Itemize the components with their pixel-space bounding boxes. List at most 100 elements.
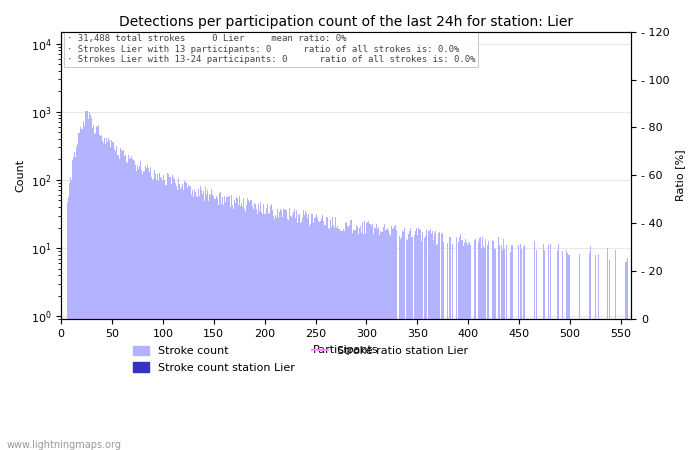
Bar <box>253 209 254 450</box>
Bar <box>142 174 143 450</box>
Bar <box>517 245 519 450</box>
Bar <box>439 232 440 450</box>
Bar <box>421 241 422 450</box>
Bar <box>162 180 163 450</box>
Bar <box>366 223 367 450</box>
Bar <box>185 182 186 450</box>
Bar <box>205 187 206 450</box>
Bar <box>394 225 395 450</box>
Bar <box>188 185 189 450</box>
Bar <box>256 209 257 450</box>
Bar <box>389 234 391 450</box>
Bar <box>385 230 386 450</box>
Bar <box>323 221 324 450</box>
Bar <box>89 112 90 450</box>
Bar <box>153 179 154 450</box>
Bar <box>429 231 430 450</box>
Title: Detections per participation count of the last 24h for station: Lier: Detections per participation count of th… <box>119 15 573 29</box>
Bar <box>380 230 382 450</box>
Bar <box>328 228 329 450</box>
Bar <box>342 229 344 450</box>
Bar <box>483 246 484 450</box>
Bar <box>238 205 239 450</box>
Bar <box>130 158 131 450</box>
Bar <box>367 222 368 450</box>
Bar <box>469 242 470 450</box>
Bar <box>183 181 185 450</box>
Bar <box>281 211 283 450</box>
Bar <box>216 196 217 450</box>
Bar <box>524 245 525 450</box>
Bar <box>369 224 370 450</box>
Bar <box>484 248 485 450</box>
Bar <box>303 211 304 450</box>
Bar <box>98 125 99 450</box>
Bar <box>261 212 262 450</box>
Bar <box>382 232 383 450</box>
Bar <box>200 185 201 450</box>
Bar <box>418 228 419 450</box>
Bar <box>192 190 193 450</box>
Bar <box>320 221 321 450</box>
Bar <box>265 214 266 450</box>
Bar <box>214 199 216 450</box>
Bar <box>590 246 591 450</box>
Bar <box>220 192 221 450</box>
Bar <box>357 227 358 450</box>
Bar <box>425 236 426 450</box>
Bar <box>294 209 295 450</box>
Bar <box>207 189 208 450</box>
Bar <box>465 238 466 450</box>
Bar <box>543 244 544 450</box>
Bar <box>139 166 140 450</box>
Bar <box>172 177 174 450</box>
Bar <box>202 194 203 450</box>
Bar <box>411 237 412 450</box>
Bar <box>194 189 195 450</box>
Y-axis label: Count: Count <box>15 159 25 192</box>
Bar <box>134 161 135 450</box>
Bar <box>544 250 545 450</box>
Bar <box>70 177 71 450</box>
Bar <box>433 240 434 450</box>
Bar <box>243 198 244 450</box>
Bar <box>523 247 524 450</box>
Bar <box>108 138 109 450</box>
Bar <box>521 248 522 450</box>
Bar <box>372 224 373 450</box>
Bar <box>232 209 234 450</box>
Bar <box>370 224 371 450</box>
Bar <box>203 191 204 450</box>
Bar <box>339 229 340 450</box>
Bar <box>374 228 375 450</box>
Bar <box>118 159 120 450</box>
Bar <box>187 188 188 450</box>
Bar <box>304 216 305 450</box>
Bar <box>351 233 353 450</box>
Bar <box>239 206 241 450</box>
Bar <box>160 177 161 450</box>
Bar <box>147 166 148 450</box>
Bar <box>568 256 570 450</box>
Bar <box>227 197 228 450</box>
Bar <box>99 135 100 450</box>
Bar <box>458 237 460 450</box>
Bar <box>387 228 388 450</box>
Bar <box>247 198 248 450</box>
Bar <box>400 238 402 450</box>
Bar <box>211 189 212 450</box>
Bar <box>223 205 225 450</box>
Bar <box>297 224 298 450</box>
Bar <box>365 234 366 450</box>
Bar <box>228 196 230 450</box>
Bar <box>305 211 306 450</box>
Bar <box>262 214 263 450</box>
Bar <box>210 195 211 450</box>
Bar <box>419 229 420 450</box>
Bar <box>410 228 411 450</box>
Bar <box>174 183 176 450</box>
Bar <box>330 220 331 450</box>
Bar <box>414 235 415 450</box>
Bar <box>344 223 346 450</box>
Bar <box>193 197 194 450</box>
